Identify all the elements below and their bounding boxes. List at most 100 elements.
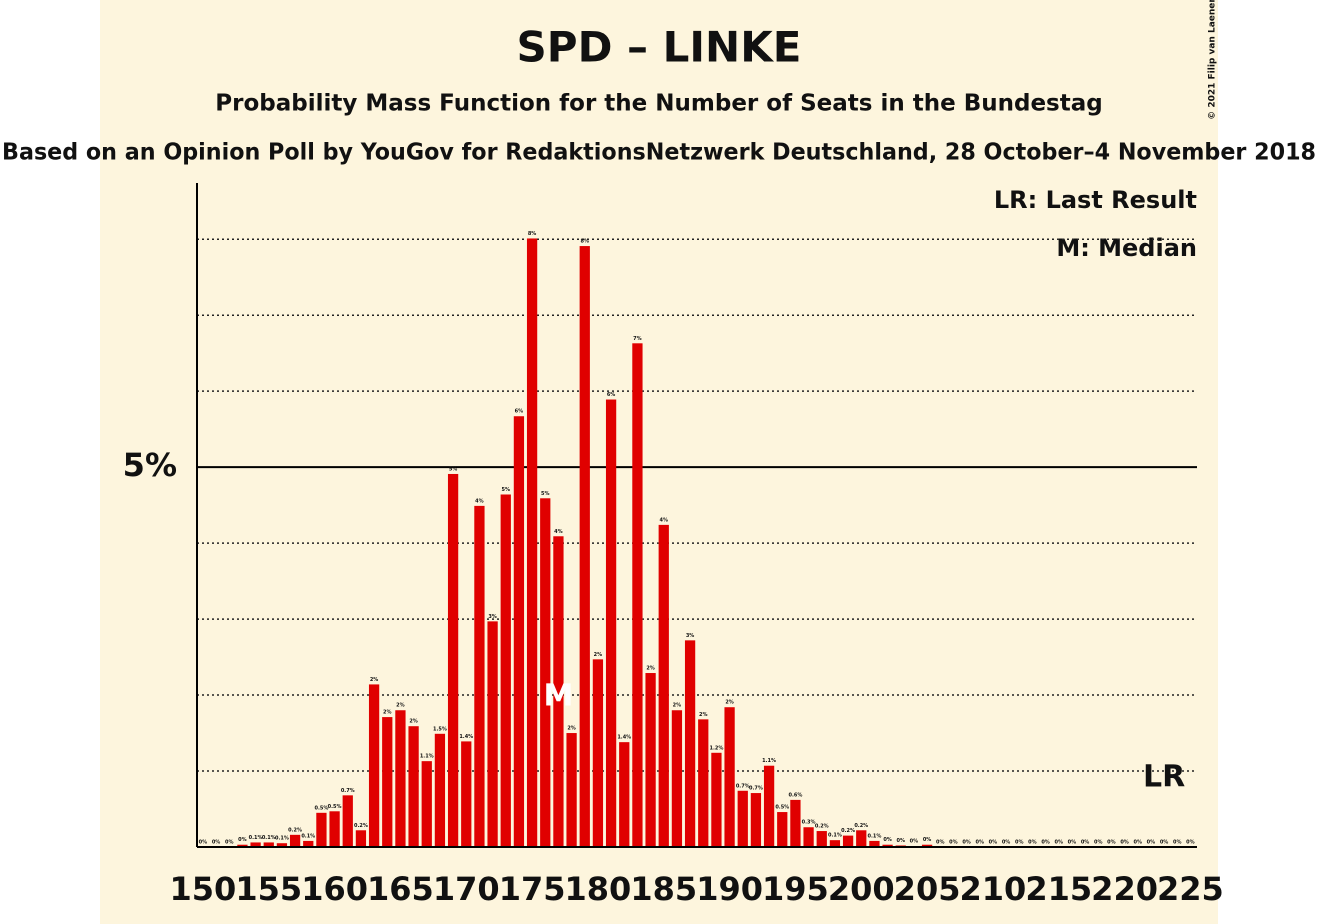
bar [671, 710, 683, 847]
value-label: 0.5% [328, 804, 342, 810]
value-label: 6% [607, 392, 616, 398]
bar [592, 659, 604, 847]
bar [395, 710, 406, 847]
chart-subtitle: Probability Mass Function for the Number… [215, 91, 1102, 117]
bar [605, 399, 617, 847]
value-label: 0% [1081, 840, 1090, 846]
bar [645, 673, 656, 847]
value-label: 0.2% [815, 824, 829, 830]
value-label: 0% [1041, 840, 1050, 846]
value-label: 0% [199, 840, 208, 846]
bar [856, 830, 867, 847]
chart-source: Based on an Opinion Poll by YouGov for R… [2, 140, 1316, 166]
value-label: 8% [581, 239, 590, 245]
bar [724, 707, 735, 847]
bar [763, 765, 775, 847]
value-label: 0% [897, 838, 906, 844]
x-tick-label: 225 [1157, 870, 1224, 908]
bar [303, 840, 314, 847]
bar [842, 835, 854, 847]
legend-entry: M: Median [1056, 234, 1197, 262]
value-label: 0% [1147, 840, 1156, 846]
value-label: 2% [409, 719, 418, 725]
value-label: 0% [883, 837, 892, 843]
y-tick-label: 5% [123, 446, 177, 484]
bar [526, 238, 538, 847]
value-label: 2% [370, 677, 379, 683]
x-tick-label: 220 [1091, 870, 1158, 908]
value-label: 0.2% [354, 823, 368, 829]
bar [790, 799, 801, 847]
bar [566, 733, 577, 847]
x-tick-label: 200 [828, 870, 895, 908]
value-label: 1.1% [420, 754, 434, 760]
bar [816, 831, 827, 847]
bar [474, 505, 485, 847]
value-label: 1.5% [433, 726, 447, 732]
value-label: 0% [225, 840, 234, 846]
value-label: 0% [1134, 840, 1143, 846]
bar [829, 840, 841, 847]
value-label: 0% [949, 840, 958, 846]
bar [658, 524, 669, 847]
value-label: 0.1% [275, 836, 289, 842]
value-label: 1.4% [617, 735, 631, 741]
bar [250, 842, 261, 847]
x-tick-label: 195 [762, 870, 829, 908]
chart-title: SPD – LINKE [517, 23, 802, 72]
bar [803, 827, 814, 847]
value-label: 0% [1028, 840, 1037, 846]
value-label: 0% [1186, 840, 1195, 846]
value-label: 0% [1068, 840, 1077, 846]
value-label: 1.1% [762, 758, 776, 764]
value-label: 4% [554, 529, 563, 535]
bar [263, 842, 274, 847]
value-label: 0.5% [314, 805, 328, 811]
value-label: 0.1% [828, 833, 842, 839]
value-label: 0.1% [262, 835, 276, 841]
x-tick-label: 170 [433, 870, 500, 908]
value-label: 2% [646, 666, 655, 672]
value-label: 0% [923, 837, 932, 843]
x-tick-label: 160 [301, 870, 368, 908]
value-label: 0% [238, 837, 247, 843]
bar [237, 844, 248, 847]
bar [342, 795, 353, 847]
x-tick-label: 180 [565, 870, 632, 908]
value-label: 3% [686, 633, 695, 639]
bar [540, 498, 551, 847]
value-label: 4% [660, 517, 669, 523]
legend-entry: LR: Last Result [994, 186, 1197, 214]
value-label: 0% [1094, 840, 1103, 846]
bar [619, 742, 630, 847]
bar [882, 844, 893, 847]
value-label: 0.1% [249, 835, 263, 841]
value-label: 0% [1107, 840, 1116, 846]
value-label: 0% [1120, 840, 1129, 846]
value-label: 2% [594, 652, 603, 658]
value-label: 0.2% [288, 827, 302, 833]
value-label: 0% [976, 840, 985, 846]
value-label: 0% [1015, 840, 1024, 846]
bar [513, 416, 525, 847]
value-label: 5% [449, 466, 458, 472]
value-label: 2% [567, 726, 576, 732]
value-label: 0.1% [867, 833, 881, 839]
bar [276, 843, 288, 847]
bar [553, 536, 564, 847]
value-label: 0% [1002, 840, 1011, 846]
bar [698, 719, 709, 847]
value-label: 8% [528, 231, 537, 237]
x-tick-label: 155 [235, 870, 302, 908]
value-label: 3% [488, 614, 497, 620]
value-label: 0% [910, 839, 919, 845]
x-tick-label: 190 [696, 870, 763, 908]
bar [447, 473, 459, 847]
median-marker: M [543, 679, 573, 714]
bar [579, 246, 590, 848]
value-label: 0.2% [854, 823, 868, 829]
x-tick-label: 175 [499, 870, 566, 908]
value-label: 0% [1160, 840, 1169, 846]
x-tick-label: 210 [960, 870, 1027, 908]
